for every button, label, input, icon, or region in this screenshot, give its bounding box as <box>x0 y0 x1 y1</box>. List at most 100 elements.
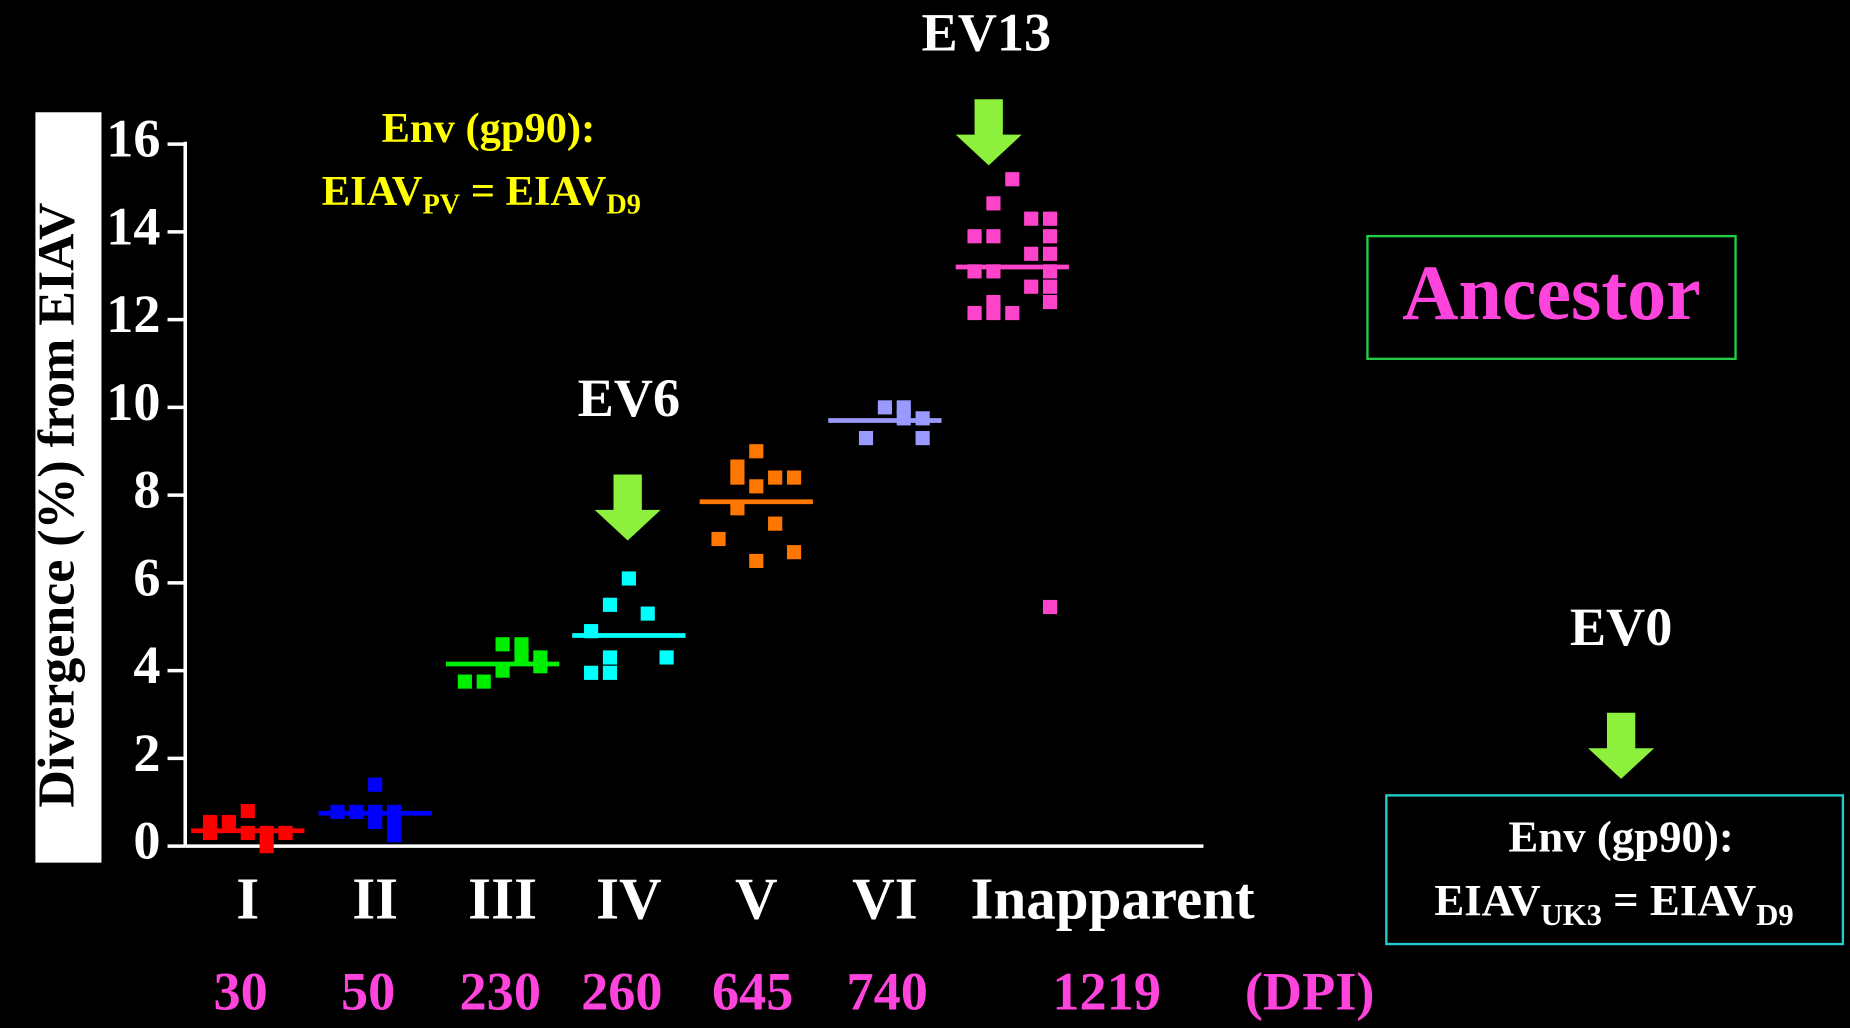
x-tick-label: II <box>352 866 398 932</box>
note-box <box>1385 794 1845 946</box>
data-point <box>915 431 930 446</box>
data-point <box>386 828 402 843</box>
dpi-label: 230 <box>460 962 541 1022</box>
data-point <box>1042 599 1058 615</box>
data-point <box>858 431 874 446</box>
x-tick-label: Inapparent <box>971 866 1255 932</box>
data-point <box>730 459 745 474</box>
data-point <box>986 229 1001 244</box>
data-point <box>986 294 1001 310</box>
note-part: = EIAV <box>460 168 606 215</box>
data-point <box>659 650 674 665</box>
note-subscript: UK3 <box>1541 898 1602 932</box>
arrow <box>1588 712 1655 779</box>
data-point <box>896 400 911 415</box>
data-point <box>240 803 255 819</box>
y-tick-label: 8 <box>133 460 160 520</box>
label-backdrop <box>35 112 102 863</box>
note-subscript: D9 <box>606 189 641 220</box>
dpi-label: 740 <box>847 962 928 1022</box>
data-point <box>986 196 1001 211</box>
ancestor-box <box>1366 234 1737 361</box>
note-equation: EIAVPV = EIAVD9 <box>322 168 641 221</box>
y-tick-label: 14 <box>106 196 160 256</box>
y-tick-label: 6 <box>133 547 160 607</box>
dpi-label: 645 <box>712 962 793 1022</box>
data-point <box>786 470 802 485</box>
note-subscript: D9 <box>1756 898 1793 932</box>
dpi-label: 260 <box>581 962 662 1022</box>
x-tick-label: III <box>468 866 537 932</box>
x-tick-label: V <box>735 866 778 932</box>
data-point <box>1024 279 1039 294</box>
note-part: EIAV <box>1434 875 1540 925</box>
data-point <box>1042 246 1058 261</box>
ev6-label: EV6 <box>578 368 681 428</box>
dpi-unit: (DPI) <box>1245 962 1375 1022</box>
ev13-label: EV13 <box>922 2 1052 62</box>
data-point <box>514 650 529 665</box>
data-point <box>749 479 764 494</box>
data-point <box>584 665 599 680</box>
data-point <box>1024 211 1039 226</box>
data-point <box>602 597 618 612</box>
dpi-label: 30 <box>214 962 268 1022</box>
data-point <box>202 814 218 830</box>
note-line: Env (gp90): <box>1508 812 1733 862</box>
ancestor-label: Ancestor <box>1402 250 1700 336</box>
x-tick-label: IV <box>596 866 662 932</box>
x-tick-label: I <box>236 866 259 932</box>
data-point <box>476 674 491 689</box>
data-point <box>730 470 745 485</box>
data-point <box>368 814 383 830</box>
data-point <box>730 501 745 516</box>
data-point <box>1042 279 1058 294</box>
y-tick-label: 0 <box>133 811 160 871</box>
data-point <box>514 637 529 652</box>
arrow <box>955 99 1022 166</box>
data-point <box>877 400 892 415</box>
data-point <box>749 444 764 459</box>
arrow <box>594 474 661 541</box>
data-point <box>621 571 636 586</box>
data-point <box>1024 246 1039 261</box>
data-point <box>1005 305 1020 321</box>
data-point <box>602 665 618 680</box>
y-tick-label: 2 <box>133 723 160 783</box>
data-point <box>711 531 726 547</box>
data-point <box>386 814 402 830</box>
data-point <box>495 637 510 652</box>
data-point <box>1042 211 1058 226</box>
data-point <box>786 545 802 560</box>
note-part: = EIAV <box>1602 875 1756 925</box>
x-tick-label: VI <box>852 866 918 932</box>
data-point <box>457 674 472 689</box>
data-point <box>640 606 655 621</box>
dpi-label: 50 <box>341 962 395 1022</box>
data-point <box>967 229 982 244</box>
y-tick-label: 10 <box>106 372 160 432</box>
note-equation: EIAVUK3 = EIAVD9 <box>1434 875 1793 932</box>
y-tick-label: 12 <box>106 284 160 344</box>
y-tick-label: 4 <box>133 635 160 695</box>
data-point <box>1042 229 1058 244</box>
data-point <box>768 470 783 485</box>
data-point <box>221 814 236 830</box>
note-part: EIAV <box>322 168 423 215</box>
data-point <box>768 516 783 531</box>
note-subscript: PV <box>422 189 460 220</box>
data-point <box>1005 172 1020 187</box>
data-point <box>749 553 764 569</box>
data-point <box>986 305 1001 321</box>
data-point <box>967 305 982 321</box>
y-axis-label: Divergence (%) from EIAV <box>28 203 85 808</box>
data-point <box>368 777 383 792</box>
data-point <box>1042 294 1058 310</box>
data-point <box>495 663 510 678</box>
y-tick-label: 16 <box>106 109 160 169</box>
note-line: Env (gp90): <box>382 105 596 152</box>
data-point <box>259 839 274 854</box>
dpi-label: 1219 <box>1052 962 1161 1022</box>
